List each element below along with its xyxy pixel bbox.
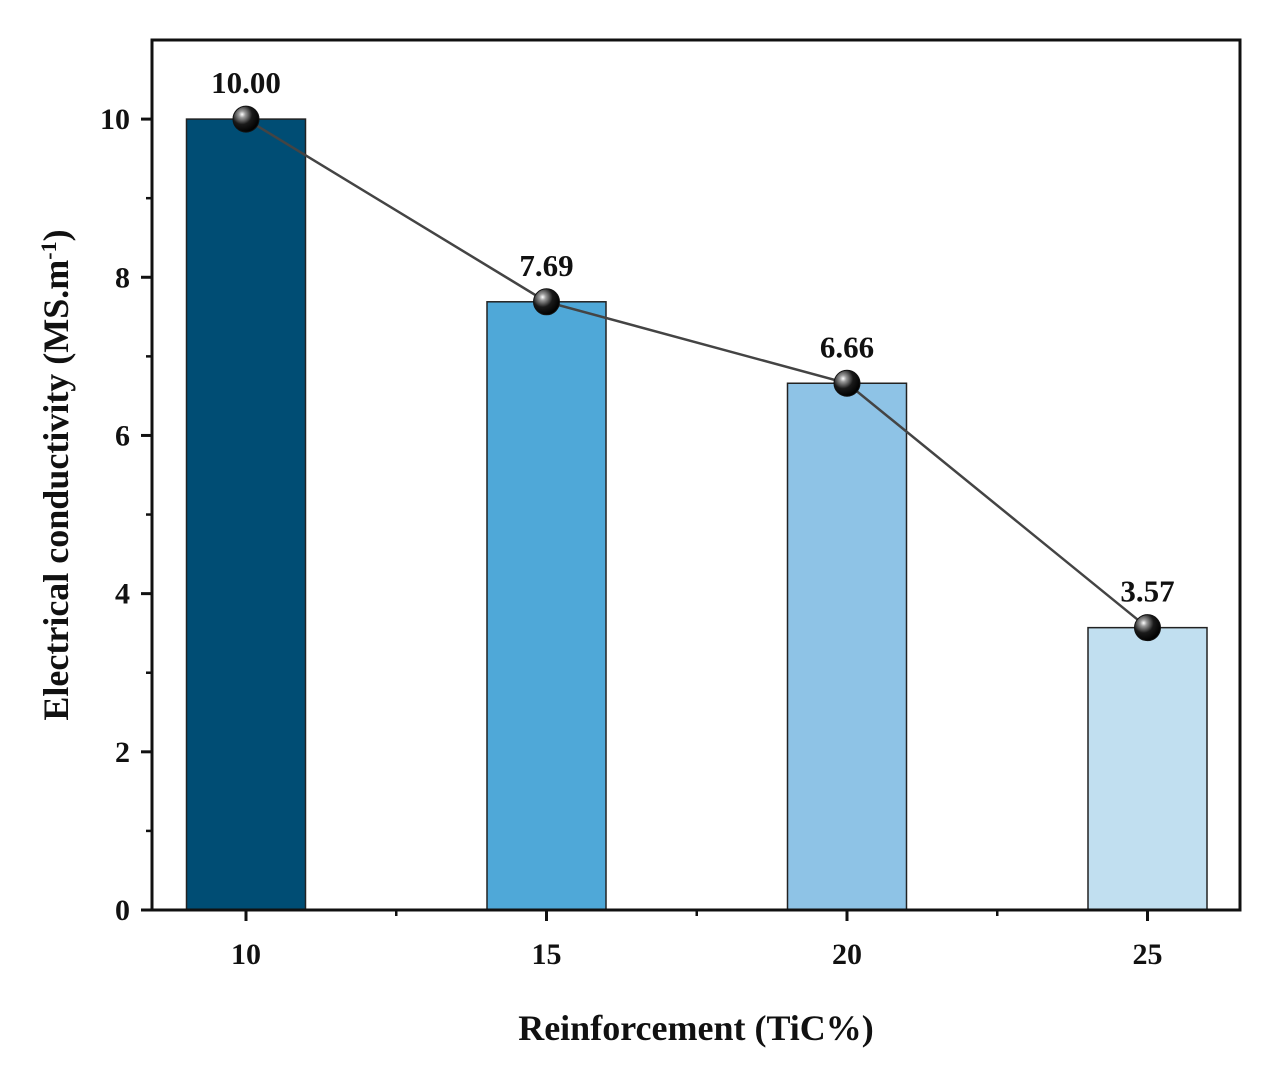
trend-line-layer	[232, 105, 1161, 642]
plot-frame	[150, 38, 1242, 912]
y-tick-label-8: 8	[115, 261, 130, 294]
data-label-25: 3.57	[1120, 574, 1174, 609]
data-label-20: 6.66	[820, 329, 874, 364]
point-marker-25	[1134, 614, 1161, 642]
x-axis-title: Reinforcement (TiC%)	[518, 1008, 874, 1048]
y-tick-label-2: 2	[115, 736, 130, 769]
y-axis-title-suffix: )	[36, 229, 76, 241]
ticks-layer: 0 2 4 6 8 10 10 15 20 25	[100, 103, 1163, 971]
y-axis-title-main: Electrical conductivity (MS.m	[36, 260, 76, 721]
bar-20	[786, 382, 908, 911]
y-tick-label-0: 0	[115, 894, 130, 927]
trend-line	[245, 118, 1149, 629]
bar-25	[1087, 626, 1208, 911]
y-tick-label-4: 4	[115, 578, 130, 611]
y-tick-label-6: 6	[115, 419, 130, 452]
bar-10	[185, 118, 307, 911]
data-labels-layer: 10.00 7.69 6.66 3.57	[211, 65, 1175, 609]
axes-layer	[150, 38, 1242, 912]
bar-15	[486, 301, 607, 911]
y-axis-title: Electrical conductivity (MS.m-1)	[36, 229, 77, 720]
point-marker-20	[833, 369, 861, 397]
x-tick-label-25: 25	[1133, 938, 1163, 971]
bars-layer	[185, 118, 1208, 911]
y-axis-title-superscript: -1	[36, 241, 61, 259]
point-marker-10	[232, 105, 260, 133]
x-tick-label-15: 15	[532, 938, 562, 971]
x-tick-label-20: 20	[832, 938, 862, 971]
data-label-10: 10.00	[211, 65, 281, 100]
point-marker-15	[533, 288, 560, 316]
data-label-15: 7.69	[519, 248, 573, 283]
y-tick-label-10: 10	[100, 103, 130, 136]
x-tick-label-10: 10	[231, 938, 261, 971]
